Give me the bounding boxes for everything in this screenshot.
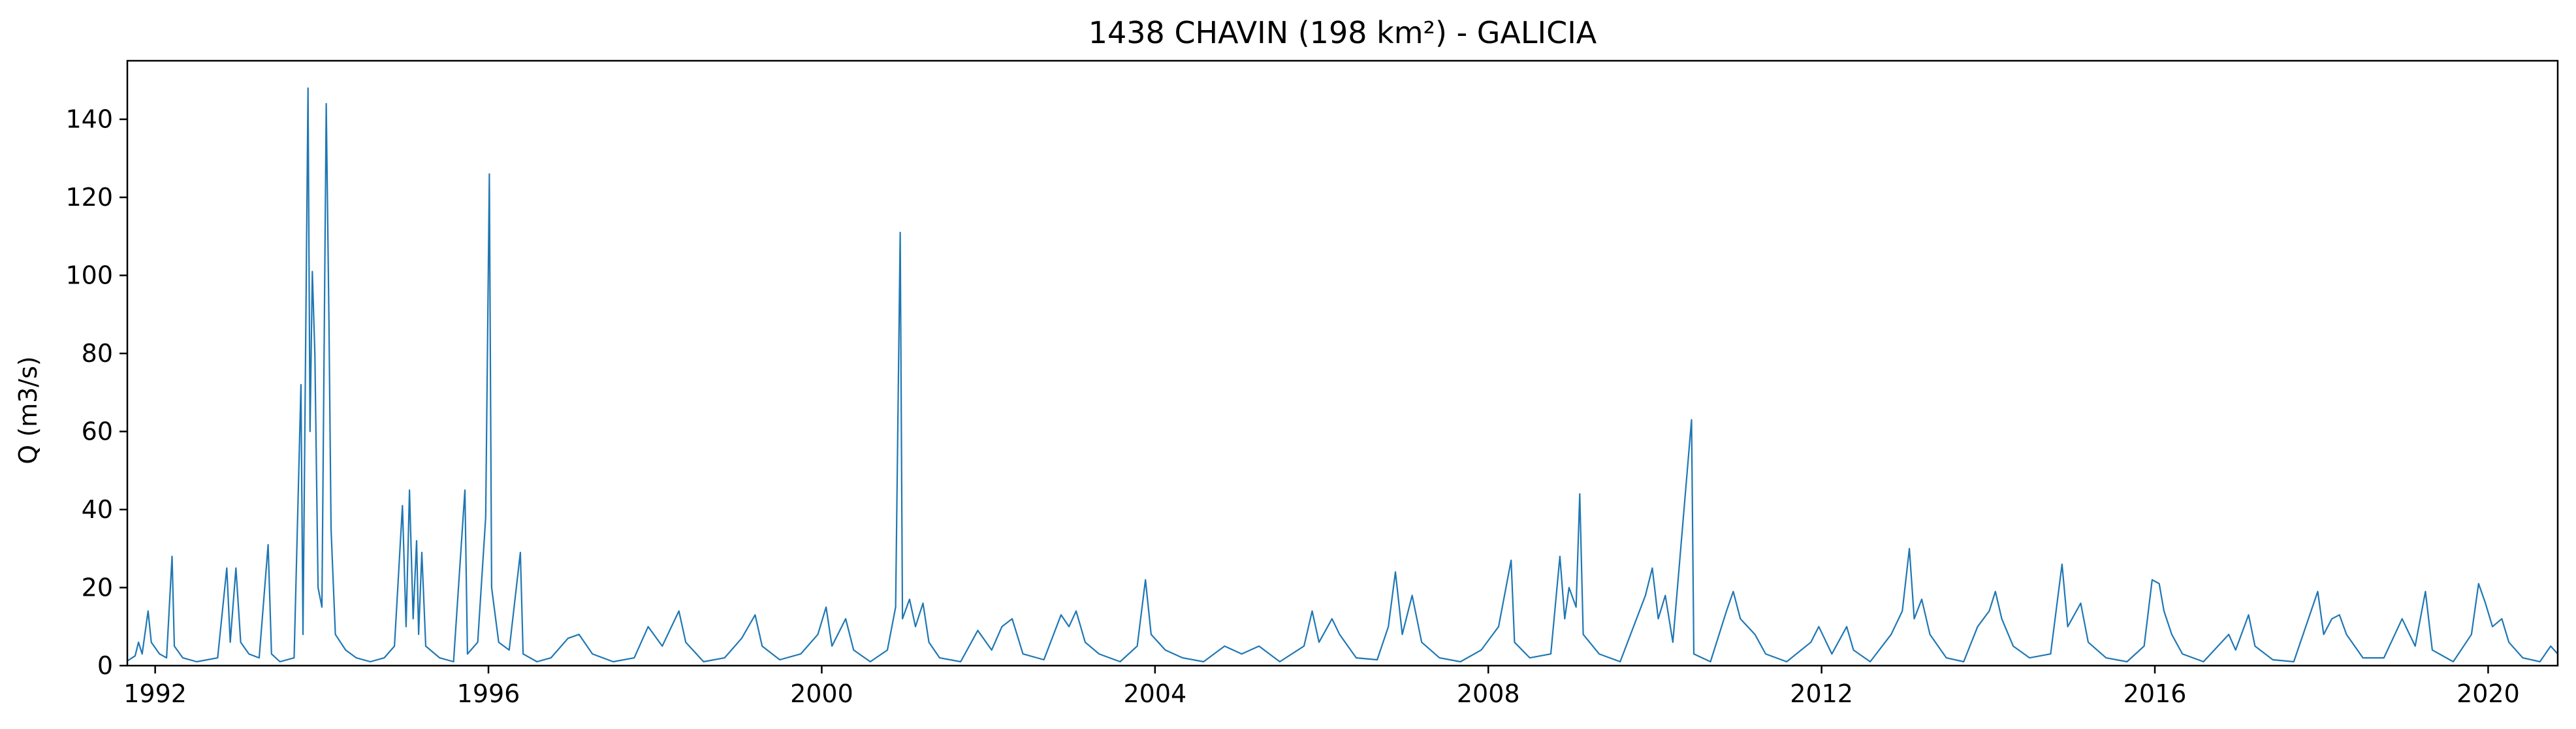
- y-tick-label: 140: [65, 105, 113, 134]
- y-tick-label: 100: [65, 261, 113, 290]
- y-tick-label: 20: [82, 574, 113, 602]
- y-tick-label: 120: [65, 183, 113, 212]
- plot-area: [126, 59, 2559, 667]
- y-tick-label: 80: [82, 339, 113, 368]
- y-axis-ticks: 0 20 40 60 80 100 120 140: [65, 105, 127, 680]
- x-tick-label: 2008: [1457, 679, 1520, 708]
- x-tick-label: 1996: [457, 679, 520, 708]
- y-tick-label: 0: [97, 651, 113, 680]
- plot-frame: [126, 59, 2559, 667]
- x-tick-label: 2004: [1123, 679, 1186, 708]
- x-axis-ticks: 1992 1996 2000 2004 2008 2012 2016 2020: [123, 666, 2520, 708]
- y-tick-label: 60: [82, 417, 113, 446]
- chart-title: 1438 CHAVIN (198 km²) - GALICIA: [1089, 15, 1597, 50]
- x-tick-label: 2016: [2123, 679, 2187, 708]
- x-tick-label: 1992: [123, 679, 187, 708]
- x-tick-label: 2012: [1790, 679, 1853, 708]
- x-tick-label: 2000: [790, 679, 853, 708]
- series-line: [127, 87, 2558, 663]
- x-tick-label: 2020: [2457, 679, 2520, 708]
- y-tick-label: 40: [82, 495, 113, 524]
- y-axis-label: Q (m3/s): [14, 356, 42, 464]
